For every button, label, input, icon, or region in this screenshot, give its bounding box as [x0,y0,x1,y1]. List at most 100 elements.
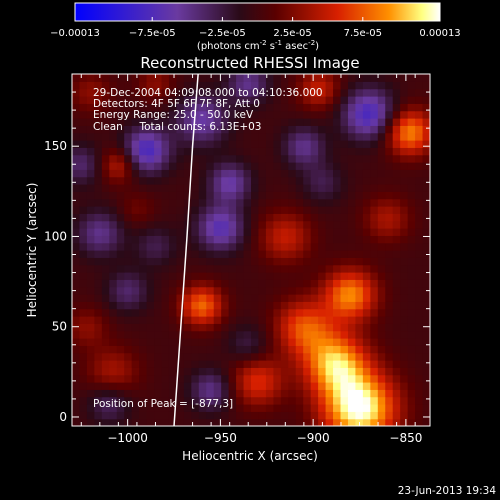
heatmap-cell [310,286,319,295]
heatmap-cell [400,191,409,200]
heatmap-cell [310,235,319,244]
heatmap-cell [400,301,409,310]
heatmap-cell [362,96,371,104]
heatmap-cell [176,264,185,273]
heatmap-cell [355,323,364,332]
heatmap-cell [109,184,118,192]
heatmap-cell [362,162,371,170]
heatmap-cell [392,250,401,258]
heatmap-cell [154,301,163,310]
heatmap-cell [258,96,267,104]
heatmap-cell [333,228,342,236]
heatmap-cell [273,228,282,236]
heatmap-cell [377,110,386,119]
heatmap-cell [251,286,260,295]
heatmap-cell [236,338,245,346]
heatmap-cell [422,176,430,185]
heatmap-cell [116,88,125,97]
heatmap-cell [333,74,342,82]
heatmap-cell [109,220,118,229]
heatmap-cell [422,206,430,214]
heatmap-cell [318,264,327,273]
heatmap-cell [333,316,342,324]
heatmap-cell [94,140,103,148]
heatmap-cell [236,110,245,119]
heatmap-cell [94,191,103,200]
heatmap-cell [236,374,245,383]
heatmap-cell [86,374,95,383]
heatmap-cell [340,257,349,266]
heatmap-cell [131,191,140,200]
heatmap-cell [101,418,110,426]
heatmap-cell [228,374,237,383]
heatmap-cell [400,367,409,376]
heatmap-cell [72,374,81,383]
heatmap-cell [333,257,342,266]
heatmap-cell [116,191,125,200]
heatmap-cell [273,404,282,412]
heatmap-cell [280,279,289,288]
heatmap-cell [377,308,386,317]
heatmap-cell [347,206,357,214]
heatmap-cell [392,330,401,339]
heatmap-cell [109,338,118,346]
heatmap-cell [265,176,274,185]
heatmap-cell [370,169,379,178]
heatmap-cell [258,118,267,126]
heatmap-cell [198,330,207,339]
heatmap-cell [280,88,289,97]
heatmap-cell [86,154,95,163]
heatmap-cell [161,396,170,405]
heatmap-cell [221,404,230,412]
heatmap-cell [79,132,88,141]
heatmap-cell [228,96,237,104]
heatmap-cell [168,250,178,258]
heatmap-cell [258,88,267,97]
heatmap-cell [79,279,88,288]
heatmap-cell [139,382,148,390]
heatmap-cell [273,382,282,390]
heatmap-cell [124,103,133,112]
heatmap-cell [161,323,170,332]
heatmap-cell [288,140,297,148]
heatmap-cell [325,184,334,192]
heatmap-cell [258,272,267,280]
heatmap-cell [377,220,386,229]
heatmap-cell [303,323,312,332]
heatmap-cell [176,360,185,368]
heatmap-cell [243,360,252,368]
heatmap-cell [362,228,371,236]
heatmap-cell [116,228,125,236]
heatmap-cell [183,411,192,420]
heatmap-cell [198,154,207,163]
heatmap-cell [362,345,371,354]
heatmap-cell [347,396,357,405]
heatmap-cell [79,140,88,148]
heatmap-cell [303,316,312,324]
heatmap-cell [303,404,312,412]
heatmap-cell [176,308,185,317]
heatmap-cell [109,206,118,214]
heatmap-cell [109,250,118,258]
heatmap-cell [79,330,88,339]
heatmap-cell [154,250,163,258]
heatmap-cell [176,162,185,170]
heatmap-cell [161,411,170,420]
heatmap-cell [101,140,110,148]
heatmap-cell [333,235,342,244]
heatmap-cell [415,184,424,192]
heatmap-cell [109,147,118,156]
heatmap-cell [251,330,260,339]
heatmap-cell [415,345,424,354]
heatmap-cell [183,147,192,156]
heatmap-cell [310,125,319,134]
heatmap-cell [221,206,230,214]
heatmap-cell [251,279,260,288]
heatmap-cell [415,264,424,273]
heatmap-cell [139,308,148,317]
heatmap-cell [415,162,424,170]
heatmap-cell [422,74,430,82]
heatmap-cell [139,184,148,192]
heatmap-cell [109,374,118,383]
heatmap-cell [198,367,207,376]
